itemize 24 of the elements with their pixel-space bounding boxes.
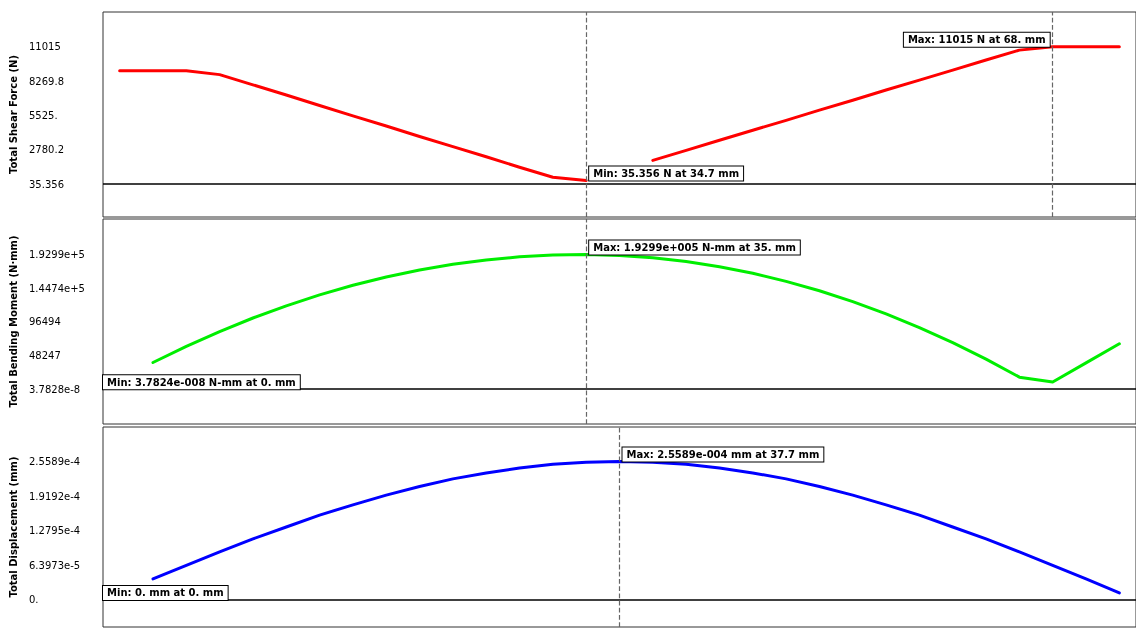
y-tick-label: 5525. bbox=[29, 109, 58, 121]
y-tick-label: 96494 bbox=[29, 316, 61, 328]
y-tick-label: 3.7828e-8 bbox=[29, 383, 81, 395]
y-tick-label: 35.356 bbox=[29, 178, 64, 190]
y-tick-label: 2.5589e-4 bbox=[29, 456, 81, 468]
y-tick-label: 8269.8 bbox=[29, 75, 64, 87]
y-tick-label: 11015 bbox=[29, 41, 61, 53]
y-tick-label: 1.9192e-4 bbox=[29, 490, 81, 502]
y-axis-title: Total Shear Force (N) bbox=[7, 55, 19, 174]
annotation: Min: 35.356 N at 34.7 mm bbox=[593, 168, 740, 179]
annotation: Min: 0. mm at 0. mm bbox=[107, 587, 224, 599]
y-tick-label: 6.3973e-5 bbox=[29, 559, 81, 571]
annotation: Min: 3.7824e-008 N-mm at 0. mm bbox=[107, 376, 296, 388]
annotation: Max: 1.9299e+005 N-mm at 35. mm bbox=[593, 242, 796, 254]
y-axis-title: Total Displacement (mm) bbox=[7, 456, 19, 598]
annotation: Max: 2.5589e-004 mm at 37.7 mm bbox=[626, 449, 820, 461]
y-tick-label: 1.4474e+5 bbox=[29, 282, 85, 294]
y-tick-label: 1.9299e+5 bbox=[29, 249, 85, 261]
y-tick-label: 2780.2 bbox=[29, 144, 64, 156]
y-tick-label: 0. bbox=[29, 594, 39, 606]
y-tick-label: 1.2795e-4 bbox=[29, 525, 81, 537]
y-axis-title: Total Bending Moment (N·mm) bbox=[7, 235, 19, 408]
y-tick-label: 48247 bbox=[29, 349, 61, 361]
annotation: Max: 11015 N at 68. mm bbox=[907, 34, 1046, 46]
